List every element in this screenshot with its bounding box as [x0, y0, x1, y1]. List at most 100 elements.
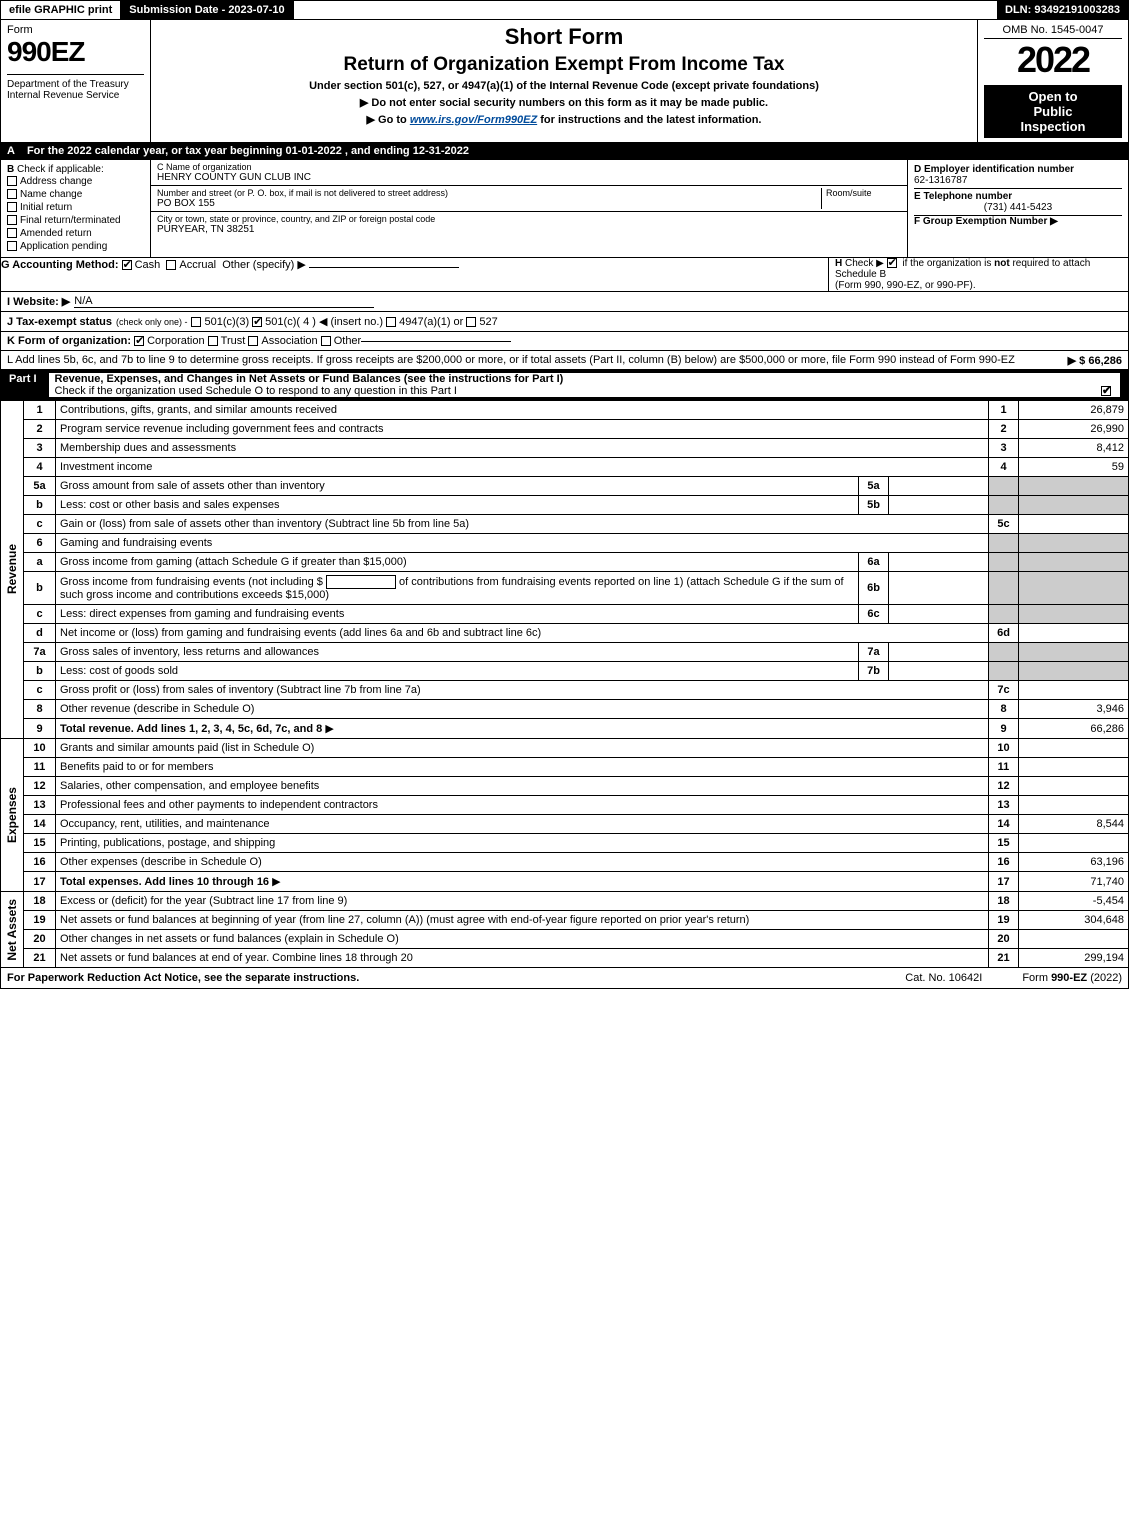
dept-label: Department of the Treasury [7, 79, 144, 90]
bcd-block: B Check if applicable: Address change Na… [0, 160, 1129, 258]
l18-desc: Excess or (deficit) for the year (Subtra… [60, 895, 347, 907]
line-15: 15 Printing, publications, postage, and … [1, 834, 1129, 853]
cb-application-pending[interactable]: Application pending [7, 240, 144, 253]
l6-desc: Gaming and fundraising events [60, 537, 212, 549]
l6a-num: a [24, 553, 56, 572]
efile-print-label[interactable]: efile GRAPHIC print [1, 1, 121, 19]
l11-amt [1019, 758, 1129, 777]
j-cother: 501(c)( 4 ) ◀ (insert no.) [265, 315, 383, 328]
l6a-subval[interactable] [889, 553, 989, 572]
cb-schedule-o[interactable] [1101, 386, 1111, 396]
l7a-desc: Gross sales of inventory, less returns a… [60, 646, 319, 658]
l21-ln: 21 [989, 949, 1019, 968]
l6c-num: c [24, 605, 56, 624]
l6b-amount-input[interactable] [326, 575, 396, 589]
line-9: 9 Total revenue. Add lines 1, 2, 3, 4, 5… [1, 719, 1129, 739]
i-label: I Website: ▶ [7, 295, 70, 308]
line-6d: d Net income or (loss) from gaming and f… [1, 624, 1129, 643]
line-5c: c Gain or (loss) from sale of assets oth… [1, 515, 1129, 534]
l5b-amt [1019, 496, 1129, 515]
k-corp: Corporation [147, 335, 204, 347]
l4-num: 4 [24, 458, 56, 477]
cb-501c-other[interactable] [252, 317, 262, 327]
section-h: H Check ▶ if the organization is not req… [828, 258, 1128, 291]
cb-association[interactable] [248, 336, 258, 346]
l7a-amt [1019, 643, 1129, 662]
l7b-subval[interactable] [889, 662, 989, 681]
section-c: C Name of organization HENRY COUNTY GUN … [151, 160, 908, 257]
l5b-num: b [24, 496, 56, 515]
l5a-subval[interactable] [889, 477, 989, 496]
cb-label-0: Address change [20, 176, 92, 187]
l5a-sub: 5a [859, 477, 889, 496]
cb-501c3[interactable] [191, 317, 201, 327]
l15-num: 15 [24, 834, 56, 853]
l5a-amt [1019, 477, 1129, 496]
section-i: I Website: ▶ N/A [0, 292, 1129, 312]
cb-527[interactable] [466, 317, 476, 327]
h-text2: if the organization is [902, 258, 994, 269]
cb-schedule-b[interactable] [887, 258, 897, 268]
org-city-block: City or town, state or province, country… [151, 212, 907, 237]
footer-right-pre: Form [1022, 972, 1051, 984]
l5b-subval[interactable] [889, 496, 989, 515]
irs-label: Internal Revenue Service [7, 90, 144, 101]
l10-amt [1019, 739, 1129, 758]
l7a-subval[interactable] [889, 643, 989, 662]
group-label: F Group Exemption Number ▶ [914, 216, 1058, 227]
l6b-subval[interactable] [889, 572, 989, 605]
line-11: 11 Benefits paid to or for members 11 [1, 758, 1129, 777]
cb-trust[interactable] [208, 336, 218, 346]
ein-label: D Employer identification number [914, 164, 1122, 175]
l9-num: 9 [24, 719, 56, 739]
k-label: K Form of organization: [7, 335, 131, 347]
goto-pre: ▶ Go to [367, 114, 410, 126]
l4-amt: 59 [1019, 458, 1129, 477]
other-specify-input[interactable] [309, 267, 459, 268]
l1-num: 1 [24, 401, 56, 420]
l18-num: 18 [24, 892, 56, 911]
cb-accrual[interactable] [166, 260, 176, 270]
line-1: Revenue 1 Contributions, gifts, grants, … [1, 401, 1129, 420]
cb-label-2: Initial return [20, 202, 72, 213]
cb-cash[interactable] [122, 260, 132, 270]
l9-desc: Total revenue. Add lines 1, 2, 3, 4, 5c,… [60, 723, 322, 735]
ein-value: 62-1316787 [914, 175, 1122, 186]
l12-ln: 12 [989, 777, 1019, 796]
submission-date: Submission Date - 2023-07-10 [121, 1, 293, 19]
cb-4947[interactable] [386, 317, 396, 327]
l1-ln: 1 [989, 401, 1019, 420]
other-org-input[interactable] [361, 341, 511, 342]
l6c-amt [1019, 605, 1129, 624]
l5c-amt [1019, 515, 1129, 534]
cb-final-return[interactable]: Final return/terminated [7, 214, 144, 227]
h-not: not [994, 258, 1010, 269]
l8-ln: 8 [989, 700, 1019, 719]
line-5b: b Less: cost or other basis and sales ex… [1, 496, 1129, 515]
l4-ln: 4 [989, 458, 1019, 477]
l6d-desc: Net income or (loss) from gaming and fun… [60, 627, 541, 639]
cb-other-org[interactable] [321, 336, 331, 346]
part1-header: Part I Revenue, Expenses, and Changes in… [0, 370, 1129, 401]
k-other: Other [334, 335, 362, 347]
cb-initial-return[interactable]: Initial return [7, 201, 144, 214]
form-word: Form [7, 24, 144, 36]
l20-ln: 20 [989, 930, 1019, 949]
irs-link[interactable]: www.irs.gov/Form990EZ [410, 114, 537, 126]
l2-amt: 26,990 [1019, 420, 1129, 439]
open-line1: Open to [988, 89, 1118, 104]
part1-title-text: Revenue, Expenses, and Changes in Net As… [55, 373, 564, 385]
line-7b: b Less: cost of goods sold 7b [1, 662, 1129, 681]
page-footer: For Paperwork Reduction Act Notice, see … [0, 968, 1129, 989]
line-16: 16 Other expenses (describe in Schedule … [1, 853, 1129, 872]
l20-amt [1019, 930, 1129, 949]
cb-address-change[interactable]: Address change [7, 175, 144, 188]
line-10: Expenses 10 Grants and similar amounts p… [1, 739, 1129, 758]
cb-name-change[interactable]: Name change [7, 188, 144, 201]
cb-amended[interactable]: Amended return [7, 227, 144, 240]
l7c-amt [1019, 681, 1129, 700]
cb-corporation[interactable] [134, 336, 144, 346]
section-b: B Check if applicable: Address change Na… [1, 160, 151, 257]
ein-block: D Employer identification number 62-1316… [914, 162, 1122, 189]
l6c-subval[interactable] [889, 605, 989, 624]
